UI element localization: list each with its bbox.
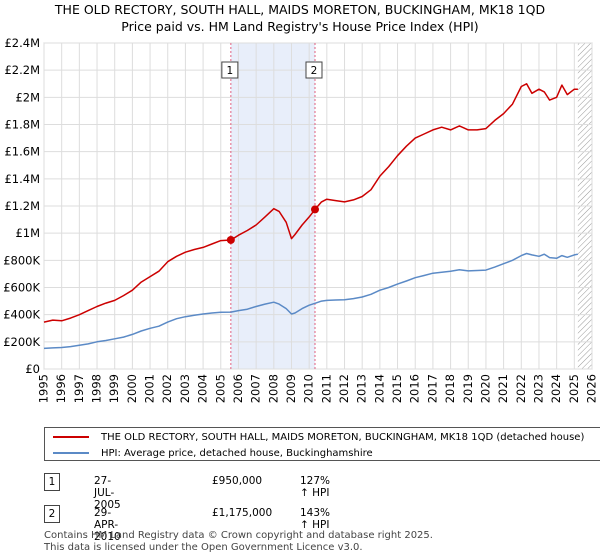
- legend: THE OLD RECTORY, SOUTH HALL, MAIDS MORET…: [44, 427, 600, 461]
- x-tick-label: 1998: [90, 374, 104, 403]
- property-price-line: [43, 83, 578, 323]
- x-tick-label: 2006: [231, 374, 245, 403]
- y-tick-label: £0: [25, 362, 40, 376]
- legend-swatch-hpi: [53, 452, 89, 454]
- x-tick-label: 1995: [37, 374, 51, 403]
- sale-marker-label: 2: [311, 65, 318, 77]
- x-tick-label: 2014: [372, 374, 386, 403]
- x-tick-label: 2024: [549, 374, 563, 403]
- y-tick-label: £200K: [3, 335, 40, 349]
- x-tick-label: 2018: [443, 374, 457, 403]
- legend-swatch-property: [53, 436, 89, 438]
- legend-label-hpi: HPI: Average price, detached house, Buck…: [101, 447, 373, 459]
- x-tick-label: 2004: [196, 374, 210, 403]
- transaction-price: £950,000: [212, 475, 263, 487]
- transaction-price: £1,175,000: [212, 507, 273, 519]
- transaction-hpi-delta: 127% ↑ HPI: [300, 475, 331, 499]
- x-tick-label: 2005: [213, 374, 227, 403]
- transaction-date: 27-JUL-2005: [94, 475, 121, 511]
- chart-title-line2: Price paid vs. HM Land Registry's House …: [121, 19, 479, 34]
- y-tick-label: £800K: [3, 253, 40, 267]
- price-chart: £0 £200K £400K £600K £800K £1M £1.2M £1.4M £1.6M…: [3, 36, 599, 403]
- y-tick-label: £2M: [15, 90, 40, 104]
- x-tick-label: 2026: [585, 374, 599, 403]
- y-tick-label: £1.4M: [4, 172, 40, 186]
- x-tick-label: 1996: [54, 374, 68, 403]
- transaction-number: 2: [44, 505, 60, 523]
- y-tick-label: £1.6M: [4, 145, 40, 159]
- chart-title-line1: THE OLD RECTORY, SOUTH HALL, MAIDS MORET…: [54, 2, 546, 17]
- x-tick-label: 2010: [302, 374, 316, 403]
- x-tick-label: 2001: [143, 374, 157, 403]
- y-tick-label: £2.4M: [4, 36, 40, 50]
- transaction-hpi-delta: 143% ↑ HPI: [300, 507, 331, 531]
- x-tick-label: 2015: [390, 374, 404, 403]
- x-tick-label: 2003: [178, 374, 192, 403]
- x-tick-label: 2019: [461, 374, 475, 403]
- legend-item-hpi: HPI: Average price, detached house, Buck…: [53, 445, 373, 460]
- transaction-number: 1: [44, 473, 60, 491]
- sale-marker-label: 1: [227, 65, 234, 77]
- x-tick-label: 2008: [266, 374, 280, 403]
- x-tick-label: 2007: [249, 374, 263, 403]
- x-tick-label: 2013: [355, 374, 369, 403]
- y-tick-label: £1.8M: [4, 118, 40, 132]
- legend-item-property: THE OLD RECTORY, SOUTH HALL, MAIDS MORET…: [53, 429, 584, 445]
- sale-marker-box: [221, 61, 239, 79]
- x-tick-label: 2021: [496, 374, 510, 403]
- x-tick-label: 2002: [160, 374, 174, 403]
- x-tick-label: 2000: [125, 374, 139, 403]
- x-tick-label: 2016: [408, 374, 422, 403]
- sale-point: [310, 205, 319, 214]
- x-tick-label: 2022: [514, 374, 528, 403]
- legend-label-property: THE OLD RECTORY, SOUTH HALL, MAIDS MORET…: [101, 431, 585, 443]
- y-tick-label: £2.2M: [4, 63, 40, 77]
- x-tick-label: 2009: [284, 374, 298, 403]
- hpi-line: [43, 252, 579, 350]
- x-tick-label: 2023: [531, 374, 545, 403]
- x-tick-label: 2025: [567, 374, 581, 403]
- footer-license: This data is licensed under the Open Gov…: [44, 542, 363, 553]
- sale-marker-box: [305, 61, 323, 79]
- x-tick-label: 2012: [337, 374, 351, 403]
- x-tick-label: 2020: [478, 374, 492, 403]
- y-tick-label: £1M: [15, 226, 40, 240]
- footer-copyright: Contains HM Land Registry data © Crown c…: [44, 530, 433, 541]
- y-tick-label: £600K: [3, 281, 40, 295]
- transaction-date: 29-APR-2010: [94, 507, 121, 543]
- footer: Contains HM Land Registry data © Crown c…: [44, 530, 433, 554]
- x-tick-label: 2017: [425, 374, 439, 403]
- y-tick-label: £400K: [3, 308, 40, 322]
- y-tick-label: £1.2M: [4, 199, 40, 213]
- x-tick-label: 1997: [72, 374, 86, 403]
- x-tick-label: 1999: [107, 374, 121, 403]
- sale-point: [226, 235, 235, 244]
- x-tick-label: 2011: [319, 374, 333, 403]
